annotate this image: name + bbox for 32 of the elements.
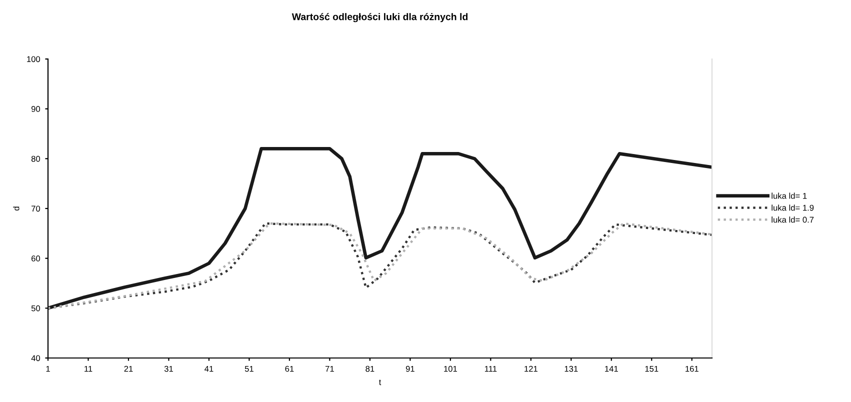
x-tick-label: 51 (244, 366, 254, 372)
y-axis-title: d (13, 206, 20, 210)
x-tick-label: 61 (285, 366, 294, 372)
text: luka ld= 0.7 (772, 216, 814, 223)
y-tick-label: 50 (31, 305, 40, 312)
x-tick-label: 31 (164, 366, 173, 372)
y-tick-label: 60 (32, 256, 40, 262)
chart-title: Wartość odległości luki dla różnych ld (292, 12, 468, 22)
x-tick-label: 21 (124, 366, 133, 372)
x-tick-label: 81 (366, 366, 374, 372)
line-series (48, 147, 712, 310)
x-tick-label: 121 (524, 366, 538, 372)
x-tick-label: 11 (84, 366, 92, 372)
y-tick-label: 90 (31, 106, 40, 112)
line-series (48, 222, 712, 310)
text: luka ld= 1.9 (772, 204, 814, 211)
x-tick-label: 111 (484, 366, 497, 372)
x-tick-label: 71 (325, 366, 334, 372)
x-tick-label: 101 (444, 366, 457, 372)
y-tick-label: 70 (32, 206, 40, 212)
x-tick-label: 141 (605, 366, 618, 372)
y-tick-label: 80 (31, 156, 40, 162)
x-axis-title: t (378, 380, 382, 386)
y-tick-label: 40 (31, 355, 40, 362)
x-tick-label: 151 (645, 366, 658, 372)
x-tick-label: 91 (406, 366, 414, 372)
y-tick-label: 100 (27, 56, 40, 62)
x-tick-label: 41 (204, 366, 214, 372)
x-tick-label: 131 (564, 366, 578, 372)
text: luka ld= 1 (772, 192, 807, 199)
x-tick-label: 161 (686, 366, 698, 372)
x-tick-label: 1 (46, 366, 50, 372)
